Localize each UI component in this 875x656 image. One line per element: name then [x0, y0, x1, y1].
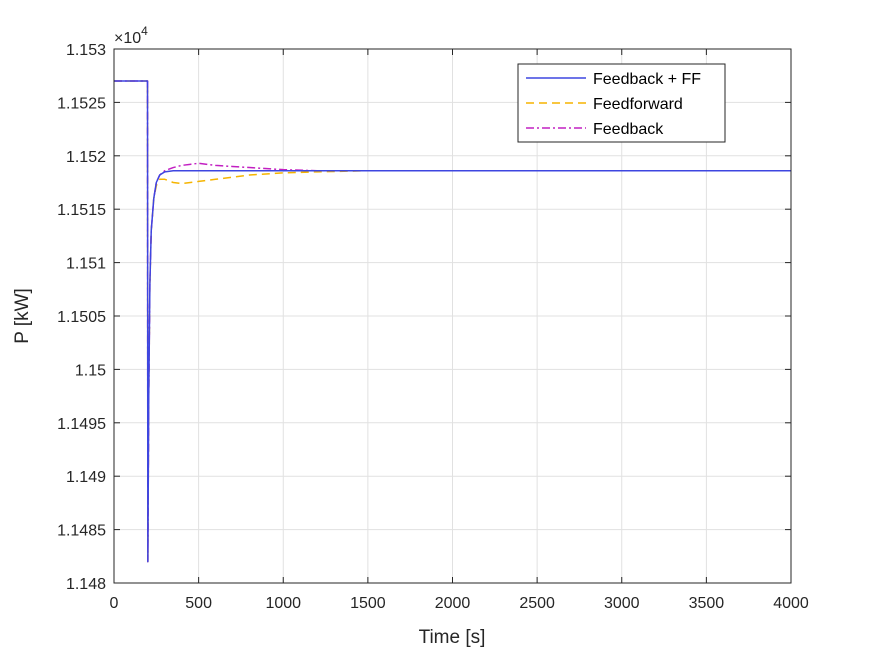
legend-entry-label: Feedback + FF: [593, 71, 701, 88]
y-tick-label: 1.153: [66, 42, 106, 59]
series-line-feedforward: [114, 80, 791, 563]
y-tick-label: 1.1505: [57, 309, 106, 326]
series-line-feedback-ff: [114, 80, 791, 563]
y-tick-label: 1.1495: [57, 416, 106, 433]
x-axis-label: Time [s]: [419, 627, 486, 648]
x-tick-label: 3000: [604, 595, 640, 612]
legend-entry-label: Feedback: [593, 121, 664, 138]
x-tick-label: 500: [185, 595, 212, 612]
y-tick-label: 1.1525: [57, 95, 106, 112]
y-exponent-label: ×104: [114, 24, 148, 47]
y-tick-label: 1.149: [66, 469, 106, 486]
y-tick-label: 1.152: [66, 149, 106, 166]
y-axis-label: P [kW]: [12, 288, 33, 344]
y-tick-label: 1.151: [66, 256, 106, 273]
series-group: [114, 80, 791, 563]
x-axis-ticks: 0 500 1000 1500 2000 2500 3000 3500 4000: [110, 49, 809, 612]
y-tick-label: 1.15: [75, 362, 106, 379]
legend-entry-label: Feedforward: [593, 96, 683, 113]
x-tick-label: 0: [110, 595, 119, 612]
y-tick-label: 1.1485: [57, 523, 106, 540]
y-axis-ticks: 1.148 1.1485 1.149 1.1495 1.15 1.1505 1.151 1.1…: [57, 42, 791, 593]
x-tick-label: 1500: [350, 595, 386, 612]
x-tick-label: 2000: [435, 595, 471, 612]
legend: Feedback + FF Feedforward Feedback: [517, 63, 726, 143]
y-tick-label: 1.148: [66, 576, 106, 593]
x-tick-label: 2500: [519, 595, 555, 612]
x-tick-label: 3500: [689, 595, 725, 612]
x-tick-label: 1000: [265, 595, 301, 612]
y-tick-label: 1.1515: [57, 202, 106, 219]
x-tick-label: 4000: [773, 595, 809, 612]
